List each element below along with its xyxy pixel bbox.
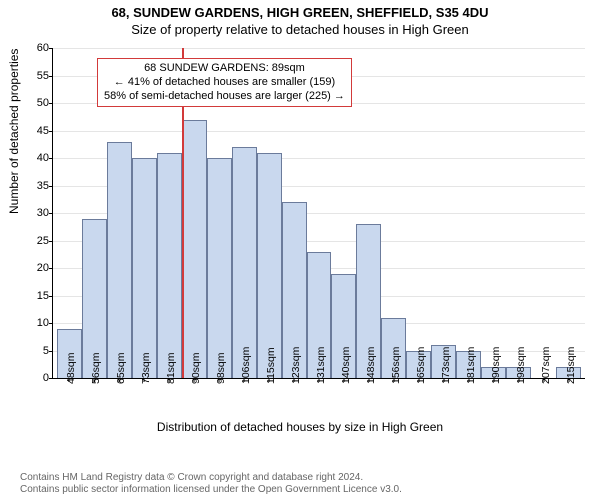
bar-slot: 165sqm [406,48,431,378]
x-tick-label: 90sqm [190,352,202,384]
histogram-bar [107,142,132,379]
bar-slot: 207sqm [531,48,556,378]
y-tick-mark [49,378,53,379]
y-tick-label: 10 [37,317,49,329]
y-tick-label: 60 [37,42,49,54]
y-tick-label: 25 [37,235,49,247]
x-tick-label: 48sqm [65,352,77,384]
histogram-bar [207,158,232,378]
bar-slot: 156sqm [381,48,406,378]
x-tick-label: 156sqm [390,347,402,384]
y-tick-label: 40 [37,152,49,164]
annotation-line2: ← 41% of detached houses are smaller (15… [104,76,345,90]
footer-attribution: Contains HM Land Registry data © Crown c… [20,472,580,496]
x-tick-label: 115sqm [265,347,277,384]
x-axis-label: Distribution of detached houses by size … [0,420,600,434]
x-tick-label: 123sqm [290,347,302,384]
page-title-address: 68, SUNDEW GARDENS, HIGH GREEN, SHEFFIEL… [0,6,600,21]
x-tick-label: 173sqm [440,347,452,384]
annotation-line3: 58% of semi-detached houses are larger (… [104,90,345,104]
x-tick-label: 207sqm [540,347,552,384]
x-tick-label: 65sqm [115,352,127,384]
y-tick-label: 45 [37,125,49,137]
y-tick-label: 35 [37,180,49,192]
bar-slot: 190sqm [481,48,506,378]
histogram-bar [132,158,157,378]
y-tick-label: 30 [37,207,49,219]
x-tick-label: 98sqm [215,352,227,384]
x-tick-label: 190sqm [490,347,502,384]
bar-slot: 198sqm [506,48,531,378]
y-tick-label: 20 [37,262,49,274]
histogram-bar [257,153,282,379]
y-tick-label: 55 [37,70,49,82]
x-tick-label: 181sqm [465,347,477,384]
y-tick-label: 15 [37,290,49,302]
footer-line1: Contains HM Land Registry data © Crown c… [20,472,580,484]
annotation-box: 68 SUNDEW GARDENS: 89sqm ← 41% of detach… [97,58,352,107]
x-tick-label: 148sqm [365,347,377,384]
bar-slot: 148sqm [356,48,381,378]
y-axis-label: Number of detached properties [7,49,21,214]
x-tick-label: 131sqm [315,347,327,384]
bar-slot: 173sqm [431,48,456,378]
x-tick-label: 215sqm [565,347,577,384]
histogram-chart: Number of detached properties 48sqm56sqm… [0,42,600,442]
histogram-bar [232,147,257,378]
x-tick-label: 140sqm [340,347,352,384]
bar-slot: 48sqm [57,48,82,378]
bar-slot: 181sqm [456,48,481,378]
footer-line2: Contains public sector information licen… [20,484,580,496]
x-tick-label: 73sqm [140,352,152,384]
bar-slot: 215sqm [556,48,581,378]
histogram-bar [157,153,182,379]
x-tick-label: 106sqm [240,347,252,384]
histogram-bar [182,120,207,379]
y-tick-label: 50 [37,97,49,109]
page-subtitle: Size of property relative to detached ho… [0,23,600,38]
x-tick-label: 198sqm [515,347,527,384]
x-tick-label: 81sqm [165,352,177,384]
x-tick-label: 56sqm [90,352,102,384]
plot-area: 48sqm56sqm65sqm73sqm81sqm90sqm98sqm106sq… [52,48,585,379]
annotation-line1: 68 SUNDEW GARDENS: 89sqm [104,62,345,76]
x-tick-label: 165sqm [415,347,427,384]
